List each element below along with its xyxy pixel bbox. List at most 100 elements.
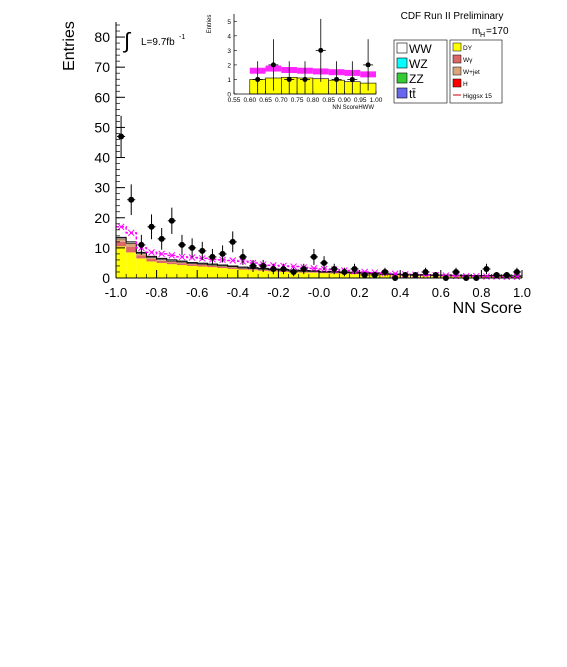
legend-entry-w-jet: W+jet (452, 66, 480, 76)
bar-w-jet-4 (156, 259, 167, 261)
data-point-19 (309, 248, 318, 265)
bar-w--10 (217, 266, 228, 269)
bar-dy-19 (308, 272, 319, 278)
bar-dy-20 (319, 273, 330, 278)
svg-text:0.60: 0.60 (243, 97, 256, 104)
svg-text:0: 0 (227, 92, 231, 99)
svg-text:-0.8: -0.8 (145, 285, 167, 300)
data-point-5 (167, 207, 176, 234)
bar-w--7 (187, 264, 198, 266)
inset-data-point-4 (315, 18, 326, 82)
data-point-1 (127, 184, 136, 216)
svg-text:DY: DY (463, 45, 473, 52)
bar-w--0 (116, 241, 127, 247)
svg-text:1.0: 1.0 (513, 285, 531, 300)
data-point-16 (279, 263, 288, 275)
signal-marker-6 (178, 253, 186, 261)
y-axis-ticks: 0 10 20 30 40 50 60 70 80 (94, 24, 125, 286)
svg-text:30: 30 (94, 180, 110, 196)
inset-y-tick-5: 5 (227, 19, 237, 26)
y-axis-label: Entries (61, 21, 78, 71)
inset-x-tick-7: 0.90 (338, 91, 351, 104)
bar-dy-23 (349, 274, 360, 278)
inset-y-tick-1: 1 (227, 77, 237, 84)
svg-text:50: 50 (94, 119, 110, 135)
inset-x-tick-3: 0.70 (275, 91, 288, 104)
svg-text:70: 70 (94, 59, 110, 75)
svg-text:Higgsx 15: Higgsx 15 (463, 93, 492, 100)
data-point-10 (218, 245, 227, 263)
legend-entry-w-: Wγ (452, 54, 473, 64)
bar-dy-6 (176, 265, 188, 278)
lumi-exponent: -1 (179, 34, 185, 41)
bar-dy-13 (247, 270, 259, 278)
y-tick-2: 20 (94, 210, 125, 226)
signal-marker-17 (290, 263, 297, 270)
data-point-36 (482, 263, 491, 275)
inset-data-point-2 (284, 61, 295, 94)
bar-w-jet-11 (227, 266, 238, 268)
integral-symbol: ∫ (122, 28, 132, 53)
bar-dy-4 (156, 262, 167, 278)
bar-w--11 (227, 267, 238, 269)
svg-text:0.90: 0.90 (338, 97, 351, 104)
svg-text:0.55: 0.55 (228, 97, 241, 104)
data-point-3 (147, 214, 156, 240)
svg-text:Wγ: Wγ (463, 57, 473, 64)
svg-text:tt̄: tt̄ (409, 87, 416, 101)
svg-text:0.85: 0.85 (322, 97, 335, 104)
svg-text:0.80: 0.80 (307, 97, 320, 104)
bar-dy-2 (136, 258, 147, 278)
svg-text:-0.0: -0.0 (308, 285, 330, 300)
data-point-30 (421, 267, 430, 277)
data-point-37 (492, 271, 501, 278)
svg-text:10: 10 (94, 240, 110, 256)
signal-marker-1 (127, 229, 135, 237)
data-point-13 (249, 259, 258, 272)
signal-marker-39 (513, 273, 521, 281)
data-point-15 (269, 263, 278, 275)
data-point-28 (401, 271, 410, 278)
bar-w-jet-1 (126, 243, 137, 247)
inset-x-tick-8: 0.95 (354, 91, 367, 104)
inset-y-axis-ticks: 0 1 2 3 4 5 (227, 19, 237, 99)
bar-w--8 (197, 265, 208, 267)
svg-text:0.6: 0.6 (432, 285, 450, 300)
bar-dy-10 (217, 268, 228, 278)
bar-w--2 (136, 255, 147, 259)
svg-text:1: 1 (227, 77, 231, 84)
inset-x-tick-1: 0.60 (243, 91, 256, 104)
legend-entry-zz: ZZ (396, 72, 424, 86)
legend-entry-dy: DY (452, 42, 473, 52)
legend-entry-h: H (452, 78, 468, 88)
svg-text:3: 3 (227, 48, 231, 55)
bar-dy-21 (329, 273, 340, 278)
svg-text:-1.0: -1.0 (105, 285, 127, 300)
signal-marker-4 (158, 250, 166, 258)
bar-w-jet-8 (197, 264, 208, 266)
data-point-17 (289, 267, 298, 277)
inset-x-tick-9: 1.00 (370, 91, 383, 104)
svg-text:80: 80 (94, 29, 110, 45)
signal-marker-11 (229, 257, 237, 264)
data-point-4 (157, 227, 166, 250)
luminosity-label: ∫ L=9.7fb -1 (122, 28, 185, 53)
bar-w--9 (207, 265, 218, 268)
bar-dy-11 (227, 268, 238, 278)
bar-w--6 (176, 263, 188, 266)
svg-text:0.65: 0.65 (259, 97, 272, 104)
svg-text:WZ: WZ (409, 57, 428, 71)
bar-w-jet-3 (146, 257, 157, 260)
svg-text:-0.4: -0.4 (227, 285, 249, 300)
data-points (117, 115, 521, 281)
svg-text:60: 60 (94, 89, 110, 105)
bar-dy-7 (187, 265, 198, 278)
data-point-6 (177, 234, 186, 255)
inset-y-tick-2: 2 (227, 62, 237, 69)
main-plot-area: -1.0 -0.8 -0.6 -0.4 -0.2 -0.0 0.2 0.4 0.6 0.8 1.0 … (94, 22, 531, 300)
bar-w--5 (166, 262, 177, 265)
inset-y-axis-label: Entries (207, 15, 213, 34)
svg-text:0.8: 0.8 (472, 285, 490, 300)
data-point-24 (360, 271, 369, 278)
svg-text:-0.2: -0.2 (267, 285, 289, 300)
